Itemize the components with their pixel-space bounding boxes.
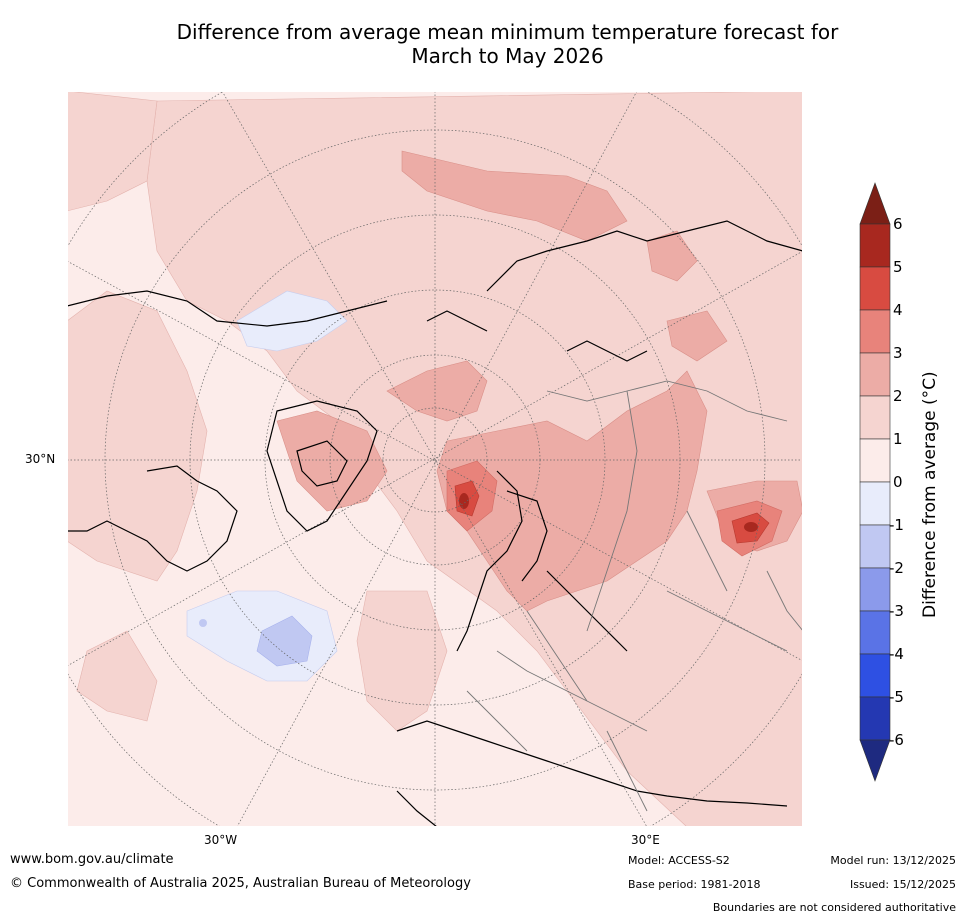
colorbar-tick: -6	[889, 731, 904, 749]
footer-disclaimer: Boundaries are not considered authoritat…	[712, 901, 956, 914]
footer-model: Model: ACCESS-S2	[628, 854, 730, 867]
footer-issued: Issued: 15/12/2025	[849, 878, 956, 891]
title-line-2: March to May 2026	[411, 44, 604, 68]
lon-label-30e: 30°E	[631, 833, 660, 847]
colorbar-band-neg6-neg5	[859, 696, 891, 741]
lon-label-30w: 30°W	[204, 833, 238, 847]
coastlines	[67, 220, 803, 827]
colorbar-band-neg5-neg4	[859, 653, 891, 698]
title-line-1: Difference from average mean minimum tem…	[176, 20, 839, 44]
footer-model-run: Model run: 13/12/2025	[830, 854, 956, 867]
colorbar-band-3-4	[859, 309, 891, 354]
colorbar-tick: 1	[893, 430, 903, 448]
colorbar-extend-max	[859, 182, 891, 225]
colorbar-tick: 0	[893, 473, 903, 491]
forecast-map[interactable]	[67, 91, 803, 827]
footer-website[interactable]: www.bom.gov.au/climate	[10, 852, 174, 867]
colorbar: 6 5 4 3 2 1 0 -1 -2 -3 -4 -5 -6	[845, 180, 965, 790]
colorbar-tick: -4	[889, 645, 904, 663]
negative-anomaly-regions	[186, 290, 348, 682]
colorbar-band-5-6	[859, 223, 891, 268]
colorbar-tick: 3	[893, 344, 903, 362]
footer-base-period: Base period: 1981-2018	[628, 878, 761, 891]
colorbar-extend-min	[859, 739, 891, 782]
lat-label-30n: 30°N	[25, 452, 56, 466]
colorbar-tick: 6	[893, 215, 903, 233]
colorbar-canvas: 6 5 4 3 2 1 0 -1 -2 -3 -4 -5 -6	[859, 182, 904, 782]
colorbar-band-2-3	[859, 352, 891, 397]
colorbar-tick: 5	[893, 258, 903, 276]
map-canvas	[67, 91, 803, 827]
colorbar-band-neg2-neg1	[859, 524, 891, 569]
colorbar-band-0-1	[859, 438, 891, 483]
colorbar-label: Difference from average (°C)	[920, 371, 940, 618]
footer-copyright: © Commonwealth of Australia 2025, Austra…	[10, 876, 471, 891]
colorbar-band-4-5	[859, 266, 891, 311]
colorbar-band-neg3-neg2	[859, 567, 891, 612]
colorbar-band-neg1-0	[859, 481, 891, 526]
colorbar-tick: 2	[893, 387, 903, 405]
colorbar-tick: -2	[889, 559, 904, 577]
colorbar-band-1-2	[859, 395, 891, 440]
map-frame	[67, 91, 803, 827]
colorbar-tick: -3	[889, 602, 904, 620]
colorbar-tick: -1	[889, 516, 904, 534]
country-borders	[466, 380, 803, 812]
map-title: Difference from average mean minimum tem…	[60, 20, 955, 68]
graticule	[67, 91, 803, 827]
colorbar-tick: 4	[893, 301, 903, 319]
colorbar-band-neg4-neg3	[859, 610, 891, 655]
colorbar-tick: -5	[889, 688, 904, 706]
